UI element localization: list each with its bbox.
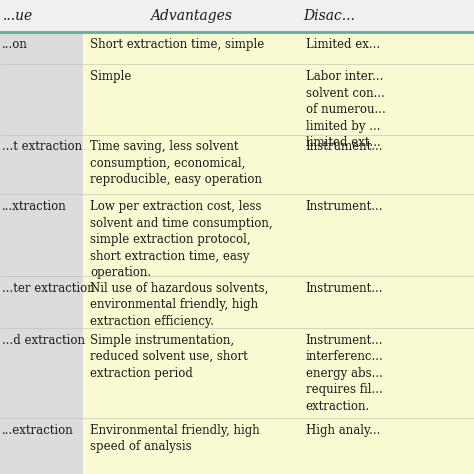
Text: Low per extraction cost, less
solvent and time consumption,
simple extraction pr: Low per extraction cost, less solvent an… [90,200,273,279]
Text: ...ter extraction: ...ter extraction [2,282,95,294]
Text: Simple: Simple [90,70,131,83]
Bar [83,135,474,194]
Bar [0,328,83,418]
Bar [0,32,83,64]
Text: High analy...: High analy... [306,424,380,437]
Text: ...xtraction: ...xtraction [2,200,67,213]
Text: Short extraction time, simple: Short extraction time, simple [90,38,264,51]
Text: ...d extraction: ...d extraction [2,334,85,346]
Text: Nil use of hazardous solvents,
environmental friendly, high
extraction efficienc: Nil use of hazardous solvents, environme… [90,282,268,328]
Text: Instrument...
interferenc...
energy abs...
requires fil...
extraction.: Instrument... interferenc... energy abs.… [306,334,383,413]
Text: Instrument...: Instrument... [306,282,383,294]
Text: Disac...: Disac... [303,9,355,23]
Text: Labor inter...
solvent con...
of numerou...
limited by ...
limited ext...: Labor inter... solvent con... of numerou… [306,70,385,149]
Bar [0,276,83,328]
Text: Time saving, less solvent
consumption, economical,
reproducible, easy operation: Time saving, less solvent consumption, e… [90,140,262,186]
Bar [0,64,83,135]
Text: ...extraction: ...extraction [2,424,74,437]
Text: Advantages: Advantages [150,9,232,23]
Text: Limited ex...: Limited ex... [306,38,380,51]
Bar [0,135,83,194]
Text: Instrument...: Instrument... [306,140,383,153]
Bar [83,194,474,276]
Text: Environmental friendly, high
speed of analysis: Environmental friendly, high speed of an… [90,424,260,453]
Bar [83,64,474,135]
Bar [83,328,474,418]
Text: Instrument...: Instrument... [306,200,383,213]
Text: Simple instrumentation,
reduced solvent use, short
extraction period: Simple instrumentation, reduced solvent … [90,334,248,380]
Text: ...t extraction: ...t extraction [2,140,82,153]
Bar [0,194,83,276]
Bar [83,32,474,64]
Text: ...ue: ...ue [2,9,33,23]
Bar [83,276,474,328]
Bar [0,0,474,32]
Bar [83,418,474,474]
Text: ...on: ...on [2,38,28,51]
Bar [0,418,83,474]
